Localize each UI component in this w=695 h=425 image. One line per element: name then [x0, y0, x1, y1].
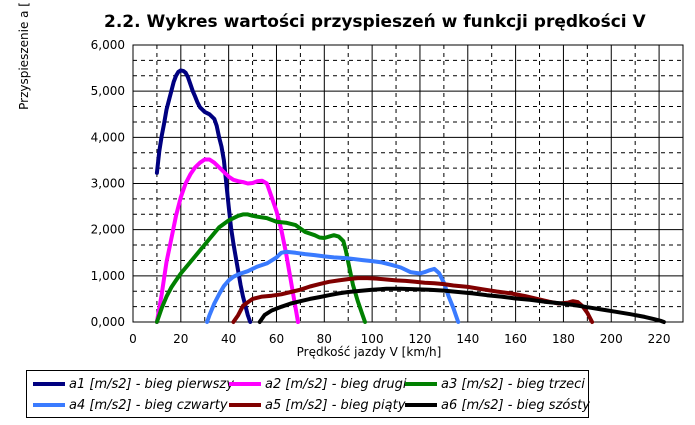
- legend-item: a5 [m/s2] - bieg piąty: [229, 395, 405, 415]
- y-tick-label: 2,000: [91, 223, 125, 237]
- legend-swatch: [405, 403, 437, 407]
- x-tick-label: 100: [361, 332, 384, 346]
- legend-swatch: [229, 382, 261, 386]
- legend: a1 [m/s2] - bieg pierwszy a2 [m/s2] - bie…: [26, 370, 590, 418]
- chart-title: 2.2. Wykres wartości przyspieszeń w funk…: [104, 12, 646, 32]
- x-tick-label: 180: [552, 332, 575, 346]
- x-tick-label: 0: [129, 332, 137, 346]
- x-tick-label: 140: [456, 332, 479, 346]
- x-tick-label: 40: [221, 332, 236, 346]
- legend-swatch: [33, 382, 65, 386]
- x-tick-label: 200: [600, 332, 623, 346]
- y-tick-label: 3,000: [91, 177, 125, 191]
- tick-labels: 0,000 1,000 2,000 3,000 4,000 5,000 6,000 0 20 40…: [91, 38, 671, 346]
- legend-label: a4 [m/s2] - bieg czwarty: [69, 397, 228, 413]
- legend-swatch: [405, 382, 437, 386]
- y-tick-label: 5,000: [91, 84, 125, 98]
- x-tick-label: 120: [409, 332, 432, 346]
- legend-swatch: [33, 403, 65, 407]
- y-tick-label: 0,000: [91, 315, 125, 329]
- legend-label: a2 [m/s2] - bieg drugi: [265, 376, 407, 392]
- series-line-1: [154, 68, 253, 324]
- series-line-3: [154, 212, 367, 324]
- legend-swatch: [229, 403, 261, 407]
- legend-item: a1 [m/s2] - bieg pierwszy: [33, 374, 234, 394]
- x-tick-label: 220: [648, 332, 671, 346]
- series-lines: [154, 68, 666, 324]
- x-axis-title: Prędkość jazdy V [km/h]: [297, 345, 442, 359]
- legend-item: a4 [m/s2] - bieg czwarty: [33, 395, 228, 415]
- series-line-6: [257, 286, 666, 324]
- legend-label: a3 [m/s2] - bieg trzeci: [441, 376, 585, 392]
- chart-plot: 0,000 1,000 2,000 3,000 4,000 5,000 6,000 0 20 40…: [17, 2, 684, 359]
- series-line-4: [205, 249, 461, 324]
- legend-item: a3 [m/s2] - bieg trzeci: [405, 374, 585, 394]
- legend-item: a2 [m/s2] - bieg drugi: [229, 374, 407, 394]
- legend-label: a5 [m/s2] - bieg piąty: [265, 397, 406, 413]
- x-tick-label: 160: [504, 332, 527, 346]
- x-tick-label: 20: [173, 332, 188, 346]
- y-tick-label: 6,000: [91, 38, 125, 52]
- x-tick-label: 60: [269, 332, 284, 346]
- legend-label: a6 [m/s2] - bieg szósty: [441, 397, 590, 413]
- y-tick-label: 4,000: [91, 130, 125, 144]
- legend-label: a1 [m/s2] - bieg pierwszy: [69, 376, 234, 392]
- legend-item: a6 [m/s2] - bieg szósty: [405, 395, 590, 415]
- x-tick-label: 80: [317, 332, 332, 346]
- y-tick-label: 1,000: [91, 269, 125, 283]
- y-axis-title: Przyspieszenie a [: [17, 2, 31, 110]
- series-line-2: [154, 157, 300, 324]
